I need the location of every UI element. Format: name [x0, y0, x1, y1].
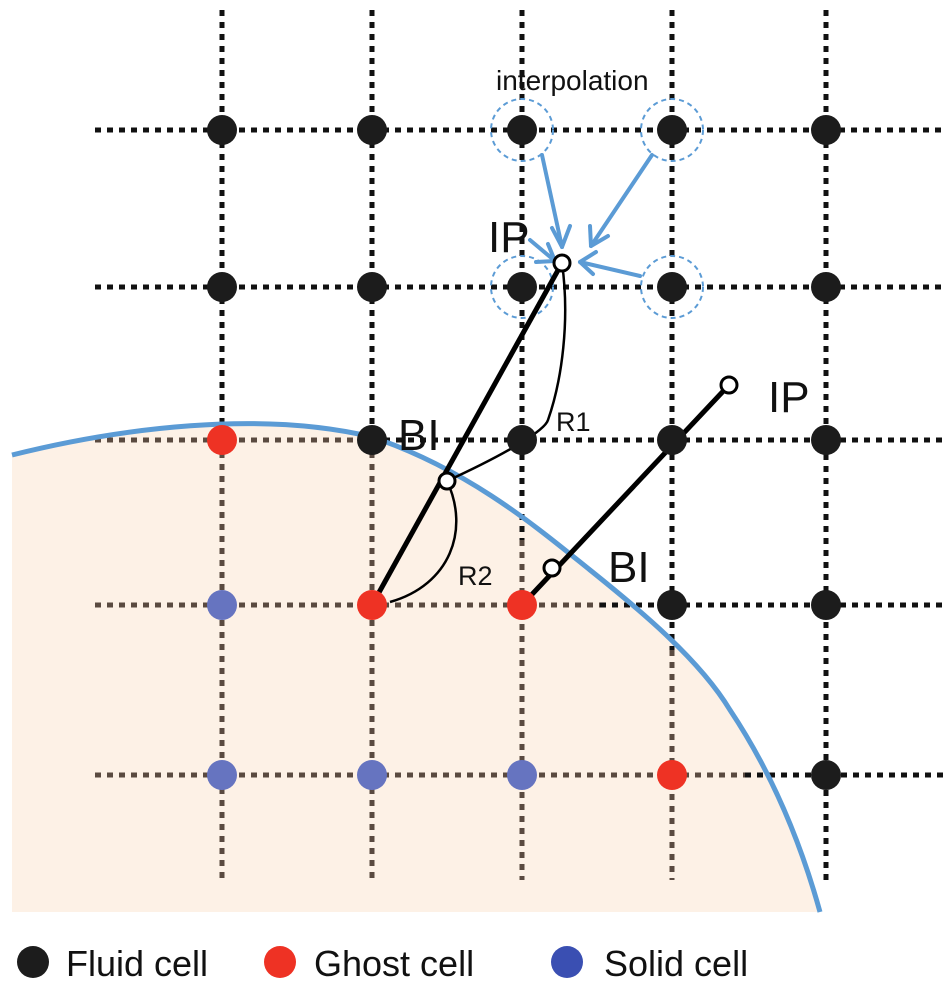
fluid-cell	[507, 272, 537, 302]
image-point-right	[719, 375, 739, 395]
solid-cell	[507, 760, 537, 790]
arrow-from-top-right	[589, 153, 654, 248]
distance-arc-r1	[446, 262, 567, 483]
legend-solid-label: Solid cell	[604, 943, 748, 983]
interpolation-label: interpolation	[496, 65, 649, 96]
stencil-circle-bottom-left	[490, 255, 554, 319]
fluid-cell	[657, 590, 687, 620]
fluid-cell	[811, 590, 841, 620]
interpolation-arrows	[528, 153, 654, 278]
bi-label-left: BI	[398, 411, 440, 460]
ghost-cell	[657, 760, 687, 790]
solid-region	[12, 423, 820, 912]
fluid-cell	[657, 425, 687, 455]
fluid-cell	[507, 425, 537, 455]
fluid-cell	[357, 115, 387, 145]
fluid-cell	[811, 760, 841, 790]
fluid-cell	[357, 425, 387, 455]
stencil-circle-bottom-right	[640, 255, 704, 319]
marker-points	[437, 253, 739, 578]
fluid-cell	[207, 272, 237, 302]
probe-line-left	[369, 261, 565, 607]
boundary-intercept-left	[437, 471, 457, 491]
arrow-from-bottom-left	[528, 238, 557, 263]
fluid-cell	[811, 272, 841, 302]
fluid-cell	[657, 115, 687, 145]
immersed-boundary-curve	[11, 421, 823, 913]
interpolation-stencil	[490, 98, 704, 319]
legend-fluid-marker	[17, 946, 49, 978]
boundary-intercept-right	[542, 558, 562, 578]
ghost-cells	[207, 425, 687, 790]
image-point-top	[552, 253, 572, 273]
fluid-cells	[207, 115, 841, 790]
legend-solid-marker	[551, 946, 583, 978]
arrow-from-top-left	[540, 153, 564, 249]
legend-fluid-label: Fluid cell	[66, 943, 208, 983]
legend: Fluid cell Ghost cell Solid cell	[17, 943, 748, 983]
legend-ghost-marker	[264, 946, 296, 978]
stencil-circle-top-left	[490, 98, 554, 162]
solid-cell	[357, 760, 387, 790]
distance-arc-r2	[389, 480, 458, 604]
ip-label-top: IP	[488, 213, 530, 262]
ghost-cell	[207, 425, 237, 455]
solid-cell	[207, 590, 237, 620]
ghost-cell	[507, 590, 537, 620]
solid-cells	[207, 590, 537, 790]
bi-label-right: BI	[608, 543, 650, 592]
fluid-cell	[657, 272, 687, 302]
fluid-cell	[811, 115, 841, 145]
arrowhead-top-right	[588, 224, 610, 248]
fluid-cell	[207, 115, 237, 145]
ip-label-right: IP	[768, 373, 810, 422]
legend-ghost-label: Ghost cell	[314, 943, 474, 983]
fluid-cell	[507, 115, 537, 145]
solid-cell	[207, 760, 237, 790]
ghost-cell	[357, 590, 387, 620]
arrow-from-bottom-right	[578, 260, 642, 278]
r2-label: R2	[458, 561, 493, 591]
fluid-cell	[357, 272, 387, 302]
stencil-circle-top-right	[640, 98, 704, 162]
fluid-cell	[811, 425, 841, 455]
arrowhead-top-left	[550, 224, 572, 249]
arrowhead-bottom-right	[578, 250, 598, 276]
r1-label: R1	[556, 407, 591, 437]
